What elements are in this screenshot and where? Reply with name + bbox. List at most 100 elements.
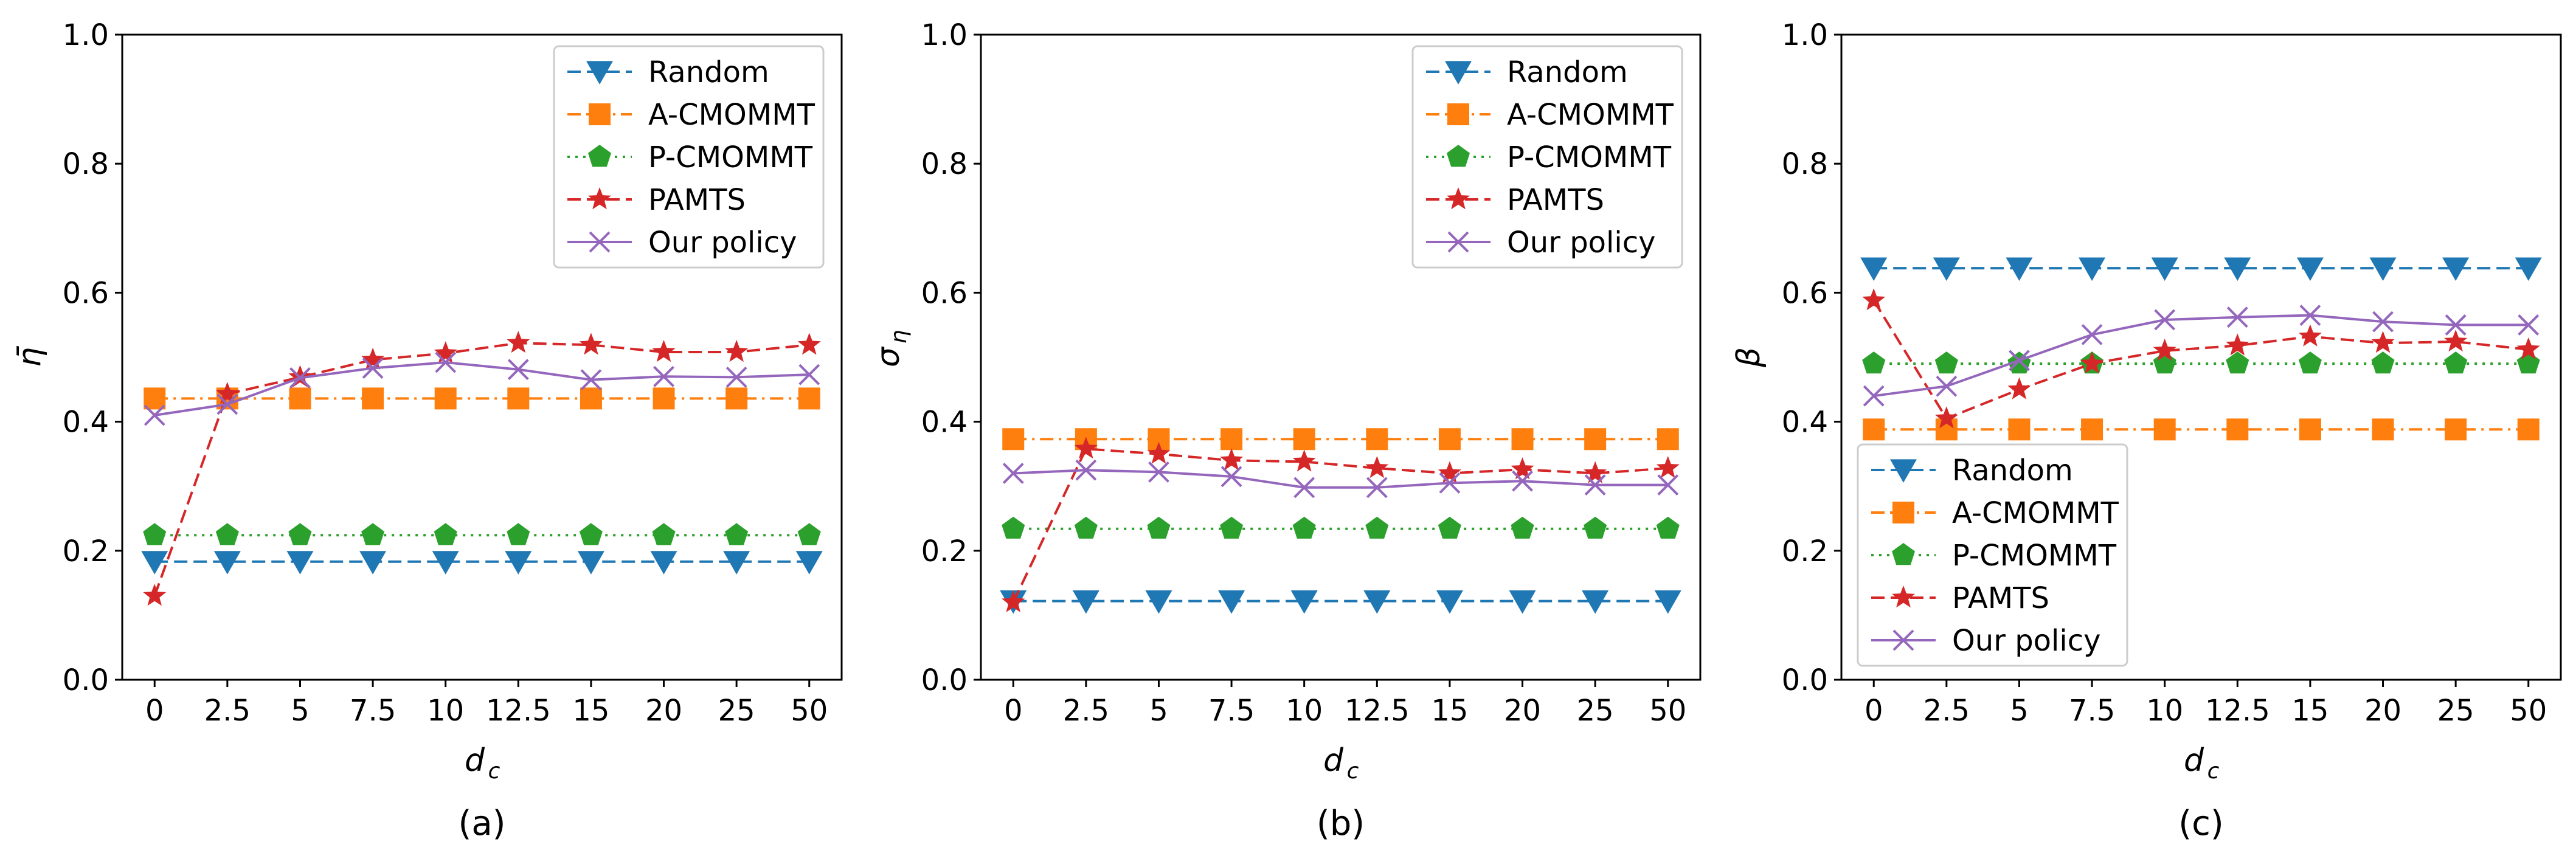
legend-entry: Our policy — [1426, 226, 1656, 260]
marker-pentagon — [725, 523, 749, 545]
marker-pentagon — [1438, 516, 1461, 539]
marker-pentagon — [1147, 516, 1171, 539]
marker-x — [1293, 477, 1315, 499]
marker-star — [1220, 448, 1244, 471]
marker-x — [2518, 314, 2540, 336]
marker-pentagon — [2298, 351, 2322, 374]
marker-triangle — [1290, 590, 1318, 614]
marker-x — [216, 393, 238, 415]
marker-x — [289, 367, 311, 389]
marker-x — [1657, 474, 1679, 496]
series-our-policy — [1863, 305, 2540, 407]
x-tick-label: 20 — [2364, 694, 2401, 728]
legend: Random A-CMOMMT P-CMOMMT PAMTS Our policy — [553, 45, 825, 269]
marker-star — [1002, 590, 1025, 612]
y-tick-label: 0.4 — [1782, 406, 1828, 440]
marker-x — [2154, 309, 2176, 331]
x-axis-label: d — [1323, 742, 1344, 779]
series-line — [1872, 300, 2529, 420]
marker-x — [1584, 474, 1606, 496]
y-tick-label: 0.0 — [921, 663, 968, 697]
marker-pentagon — [1511, 516, 1534, 539]
legend-label: P-CMOMMT — [1507, 140, 1672, 174]
marker-star — [579, 333, 603, 355]
marker-square — [2081, 418, 2103, 441]
legend-entry: PAMTS — [1426, 183, 1604, 217]
x-tick-label: 7.5 — [2069, 694, 2115, 728]
series-a-cmommt — [1002, 428, 1679, 451]
panel-caption: (b) — [1317, 804, 1365, 843]
marker-pentagon — [1862, 351, 1886, 374]
marker-triangle — [2442, 257, 2470, 281]
marker-triangle — [1860, 257, 1888, 281]
y-axis-label-group: η̄ — [12, 345, 48, 367]
marker-star — [1447, 187, 1470, 210]
y-tick-label: 0.4 — [63, 406, 109, 440]
x-axis-label-subscript: c — [488, 759, 500, 784]
legend-label: Random — [648, 55, 769, 89]
x-tick-label: 0 — [1864, 694, 1883, 728]
marker-triangle — [213, 551, 241, 575]
legend-entry: PAMTS — [567, 183, 746, 217]
x-tick-label: 50 — [791, 694, 828, 728]
marker-pentagon — [215, 523, 239, 545]
marker-pentagon — [434, 523, 457, 545]
marker-triangle — [723, 551, 750, 575]
marker-star — [1862, 288, 1886, 311]
marker-square — [1447, 103, 1469, 125]
marker-pentagon — [1934, 351, 1958, 374]
marker-triangle — [2151, 257, 2178, 281]
legend-entry: P-CMOMMT — [567, 140, 813, 174]
y-tick-label: 1.0 — [1782, 18, 1828, 52]
marker-star — [1147, 441, 1171, 464]
marker-triangle — [1933, 257, 1960, 281]
marker-pentagon — [361, 523, 385, 545]
x-tick-label: 5 — [1149, 694, 1168, 728]
x-axis-label: d — [2184, 742, 2204, 779]
marker-x — [507, 359, 529, 381]
marker-pentagon — [797, 523, 821, 545]
legend-label: P-CMOMMT — [1952, 539, 2117, 573]
marker-square — [2372, 418, 2394, 441]
marker-pentagon — [1074, 516, 1098, 539]
marker-star — [1656, 456, 1680, 479]
plot-frame — [980, 33, 1702, 681]
marker-square — [580, 387, 602, 410]
legend-entry: A-CMOMMT — [1871, 496, 2119, 530]
marker-triangle — [286, 551, 314, 575]
marker-square — [1220, 428, 1243, 451]
marker-triangle — [1582, 590, 1609, 614]
marker-square — [2445, 418, 2467, 441]
marker-triangle — [1445, 61, 1472, 85]
marker-triangle — [1890, 459, 1917, 483]
marker-x — [798, 364, 820, 385]
series-pamts — [1862, 288, 2540, 429]
legend-frame — [553, 45, 825, 269]
marker-triangle — [2296, 257, 2324, 281]
marker-triangle — [586, 61, 613, 85]
legend-label: Random — [1952, 454, 2073, 488]
x-axis-label: d — [465, 742, 485, 779]
series-pamts — [143, 331, 821, 606]
series-p-cmommt — [143, 523, 821, 545]
marker-triangle — [1218, 590, 1245, 614]
marker-triangle — [432, 551, 459, 575]
x-tick-label: 25 — [2437, 694, 2474, 728]
marker-square — [1657, 428, 1679, 451]
legend-entry: P-CMOMMT — [1871, 539, 2117, 573]
marker-star — [2371, 331, 2395, 353]
marker-triangle — [141, 551, 168, 575]
marker-x — [580, 369, 602, 391]
marker-star — [1074, 437, 1098, 459]
x-tick-label: 10 — [2146, 694, 2183, 728]
marker-triangle — [1145, 590, 1172, 614]
marker-x — [1512, 470, 1533, 492]
marker-square — [589, 103, 611, 125]
legend-label: PAMTS — [1952, 581, 2049, 615]
y-tick-label: 0.8 — [63, 147, 109, 181]
y-tick-label: 0.2 — [1782, 534, 1828, 568]
series-our-policy — [144, 351, 820, 426]
x-tick-label: 20 — [1504, 694, 1541, 728]
marker-x — [1936, 375, 1958, 397]
marker-pentagon — [1292, 516, 1316, 539]
